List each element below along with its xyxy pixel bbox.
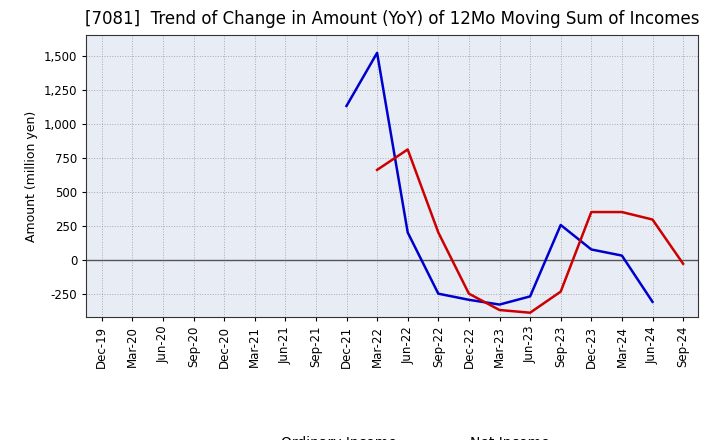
- Net Income: [648, 217, 657, 222]
- Ordinary Income: [618, 253, 626, 258]
- Y-axis label: Amount (million yen): Amount (million yen): [25, 110, 38, 242]
- Line: Ordinary Income: Ordinary Income: [346, 53, 652, 304]
- Ordinary Income: [557, 222, 565, 227]
- Net Income: [434, 230, 443, 235]
- Net Income: [403, 147, 412, 152]
- Ordinary Income: [373, 50, 382, 55]
- Legend: Ordinary Income, Net Income: Ordinary Income, Net Income: [230, 431, 555, 440]
- Net Income: [526, 310, 534, 315]
- Title: [7081]  Trend of Change in Amount (YoY) of 12Mo Moving Sum of Incomes: [7081] Trend of Change in Amount (YoY) o…: [85, 10, 700, 28]
- Ordinary Income: [648, 299, 657, 304]
- Net Income: [557, 289, 565, 294]
- Ordinary Income: [526, 294, 534, 299]
- Net Income: [464, 291, 473, 296]
- Ordinary Income: [587, 247, 595, 252]
- Net Income: [373, 167, 382, 172]
- Ordinary Income: [434, 291, 443, 296]
- Ordinary Income: [495, 302, 504, 307]
- Ordinary Income: [342, 103, 351, 109]
- Net Income: [495, 308, 504, 313]
- Net Income: [587, 209, 595, 215]
- Net Income: [618, 209, 626, 215]
- Ordinary Income: [403, 230, 412, 235]
- Line: Net Income: Net Income: [377, 150, 683, 313]
- Net Income: [679, 261, 688, 266]
- Ordinary Income: [464, 297, 473, 302]
